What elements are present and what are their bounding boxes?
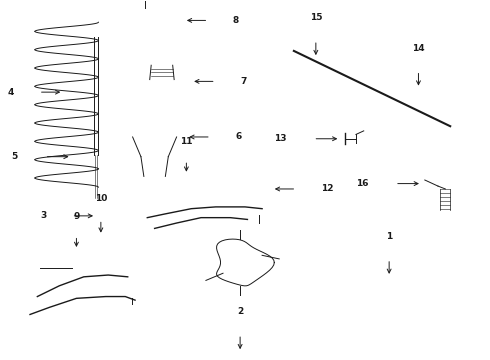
Text: 6: 6	[235, 132, 242, 141]
Text: 1: 1	[386, 232, 392, 241]
Text: 11: 11	[180, 137, 193, 146]
Text: 4: 4	[8, 87, 14, 96]
Text: 5: 5	[12, 152, 18, 161]
Text: 16: 16	[356, 179, 368, 188]
Text: 7: 7	[240, 77, 246, 86]
Text: 8: 8	[233, 16, 239, 25]
Bar	[91, 155, 102, 252]
Text: 2: 2	[237, 307, 243, 316]
Text: 14: 14	[412, 44, 425, 53]
Text: 13: 13	[274, 134, 287, 143]
Text: 9: 9	[73, 212, 79, 221]
Bar	[20, 241, 138, 348]
Bar	[0, 234, 138, 356]
Text: 12: 12	[321, 184, 333, 193]
Bar	[406, 67, 431, 85]
Text: 15: 15	[310, 13, 322, 22]
Bar	[138, 169, 270, 252]
Text: 10: 10	[95, 194, 107, 203]
Text: 3: 3	[41, 211, 47, 220]
